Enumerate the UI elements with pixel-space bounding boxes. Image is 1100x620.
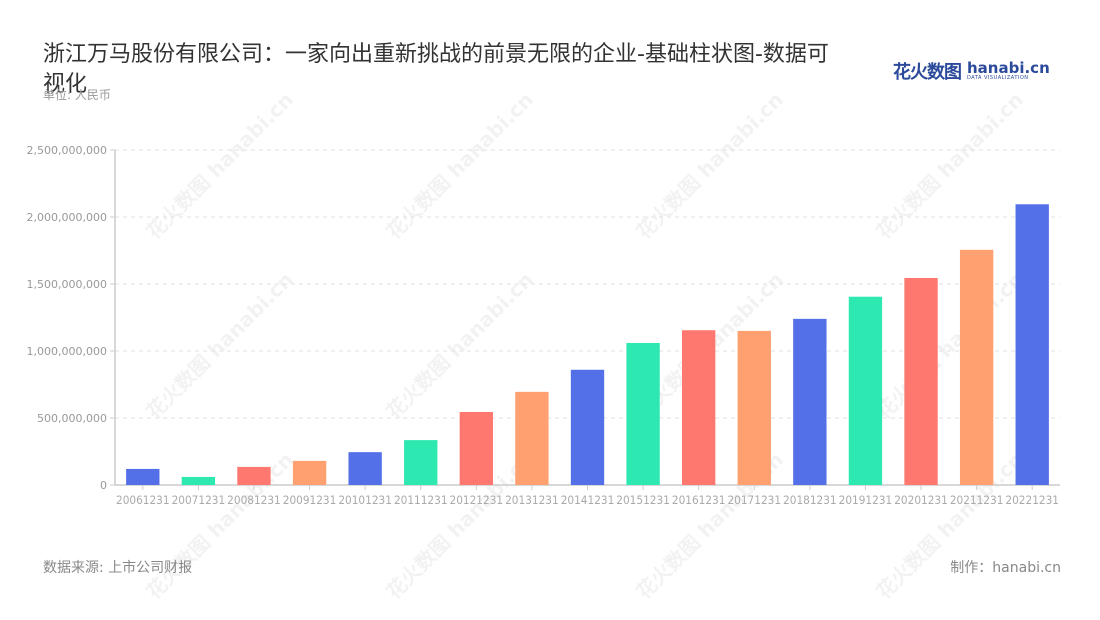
bar <box>1015 204 1049 485</box>
x-tick-label: 20071231 <box>172 493 226 507</box>
x-tick-label: 20111231 <box>394 493 448 507</box>
chart-title: 浙江万马股份有限公司：一家向出重新挑战的前景无限的企业-基础柱状图-数据可视化 <box>43 42 829 97</box>
x-tick-label: 20191231 <box>839 493 893 507</box>
y-tick-label: 500,000,000 <box>37 412 107 425</box>
y-tick-label: 1,500,000,000 <box>27 278 107 291</box>
data-source: 数据来源: 上市公司财报 <box>43 560 193 576</box>
bar <box>904 277 938 485</box>
y-tick-label: 2,000,000,000 <box>27 211 107 224</box>
x-tick-label: 20201231 <box>894 493 948 507</box>
y-tick-label: 2,500,000,000 <box>27 144 107 157</box>
logo-en-block: hanabi.cn DATA VISUALIZATION <box>967 61 1050 81</box>
x-tick-label: 20061231 <box>116 493 170 507</box>
x-tick-label: 20161231 <box>672 493 726 507</box>
x-tick-label: 20141231 <box>561 493 615 507</box>
x-tick-label: 20181231 <box>783 493 837 507</box>
bar <box>348 452 382 485</box>
maker-credit: 制作：hanabi.cn <box>950 560 1061 576</box>
bar <box>459 411 493 485</box>
y-tick-label: 0 <box>100 479 107 492</box>
brand-logo: 花火数图 hanabi.cn DATA VISUALIZATION <box>893 58 1050 84</box>
x-tick-label: 20211231 <box>950 493 1004 507</box>
logo-tagline: DATA VISUALIZATION <box>967 75 1029 81</box>
unit-label: 单位: 人民币 <box>43 88 111 102</box>
bar <box>237 466 271 485</box>
bar <box>292 460 327 485</box>
bar <box>848 296 883 485</box>
x-tick-label: 20101231 <box>338 493 392 507</box>
bar <box>181 476 216 485</box>
bar <box>126 468 160 485</box>
x-tick-label: 20081231 <box>227 493 281 507</box>
bar <box>737 330 771 485</box>
bar <box>682 330 716 485</box>
x-tick-label: 20151231 <box>616 493 670 507</box>
bar <box>793 318 827 485</box>
logo-en-text: hanabi.cn <box>967 59 1050 77</box>
bar <box>570 369 605 485</box>
logo-cn-text: 花火数图 <box>893 62 962 83</box>
bar <box>959 249 994 485</box>
x-tick-label: 20121231 <box>450 493 504 507</box>
bar <box>626 342 660 485</box>
x-tick-label: 20221231 <box>1005 493 1059 507</box>
bar <box>404 440 438 485</box>
x-tick-label: 20091231 <box>283 493 337 507</box>
x-tick-label: 20131231 <box>505 493 559 507</box>
x-tick-label: 20171231 <box>727 493 781 507</box>
y-tick-label: 1,000,000,000 <box>27 345 107 358</box>
bar <box>515 391 549 485</box>
